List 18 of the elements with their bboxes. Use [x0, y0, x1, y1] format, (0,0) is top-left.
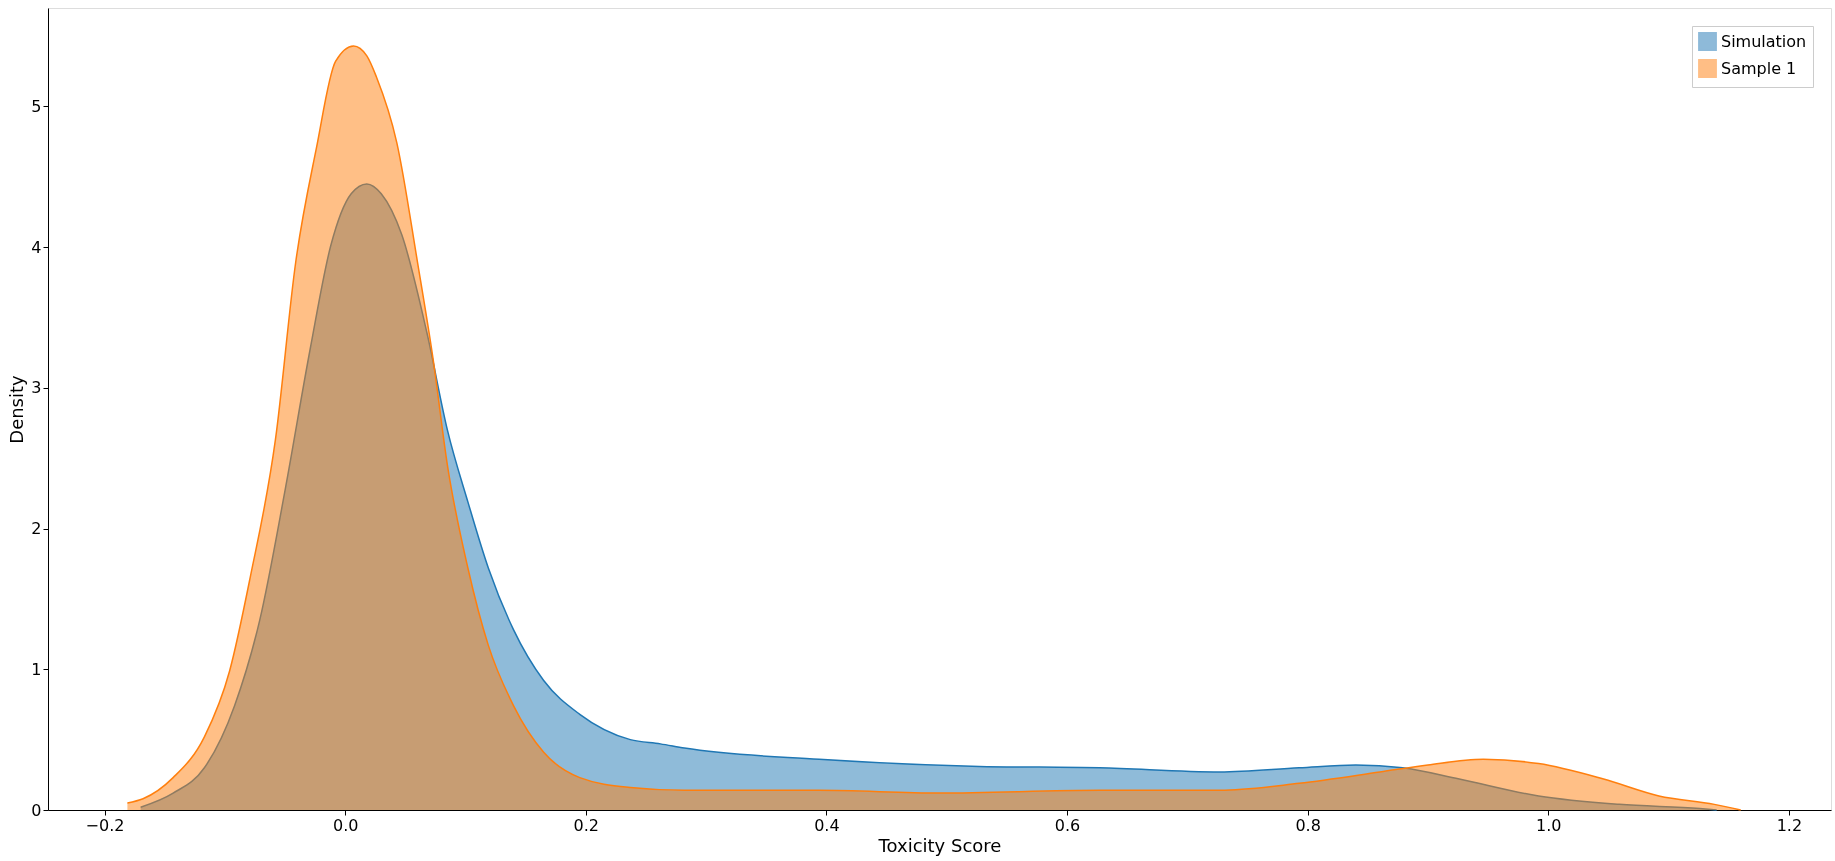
x-tick-label: −0.2	[85, 815, 125, 835]
x-tick-label: 1.2	[1776, 815, 1803, 835]
legend-label: Sample 1	[1721, 58, 1797, 78]
legend-label: Simulation	[1721, 31, 1807, 51]
x-tick-label: 0.6	[1054, 815, 1081, 835]
x-axis-title: Toxicity Score	[877, 834, 1002, 856]
x-tick-label: 0.4	[814, 815, 840, 835]
y-tick-label: 3	[31, 378, 42, 398]
y-axis-title: Density	[6, 374, 28, 444]
y-tick-label: 4	[31, 237, 42, 257]
x-tick-label: 0.2	[573, 815, 600, 835]
y-tick-label: 0	[31, 800, 42, 820]
y-tick-label: 1	[31, 659, 42, 679]
y-tick-label: 5	[31, 96, 42, 116]
x-tick-label: 0.8	[1295, 815, 1321, 835]
x-tick-label: 1.0	[1536, 815, 1562, 835]
y-tick-label: 2	[31, 519, 42, 539]
x-tick-label: 0.0	[332, 815, 359, 835]
